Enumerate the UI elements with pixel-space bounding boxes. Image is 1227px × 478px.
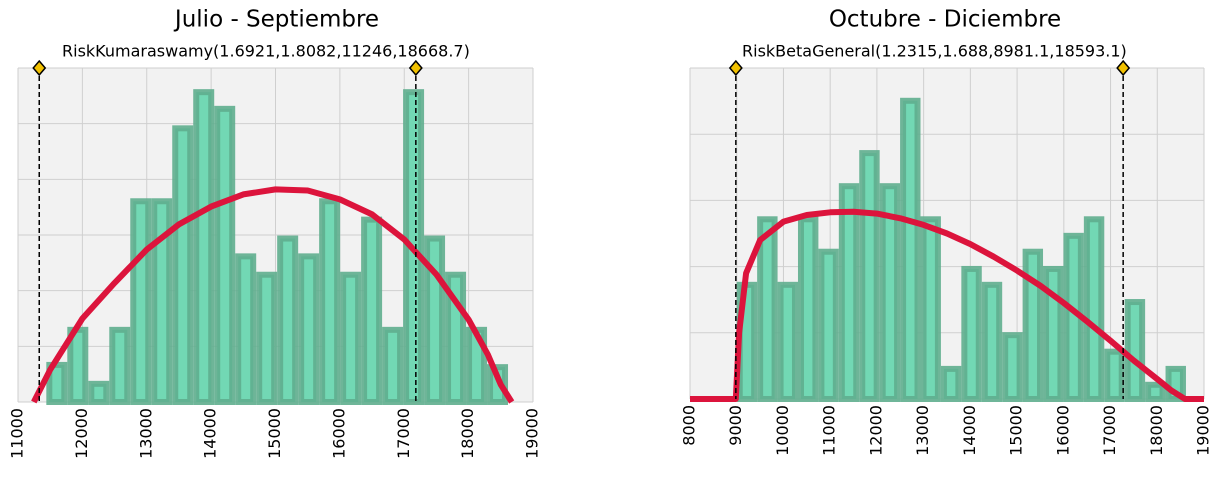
bar xyxy=(1124,299,1146,402)
bar xyxy=(838,183,860,402)
x-tick-label: 14000 xyxy=(201,408,220,459)
bar xyxy=(361,216,383,405)
bar xyxy=(256,271,278,405)
bar xyxy=(172,125,194,405)
bar xyxy=(130,198,152,405)
marker-diamond xyxy=(408,59,423,77)
x-tick-label: 9000 xyxy=(726,405,745,446)
bar xyxy=(277,235,299,405)
x-tick-label: 13000 xyxy=(136,408,155,459)
x-tick-label: 16000 xyxy=(1053,405,1072,456)
marker-diamond xyxy=(32,59,47,77)
bar xyxy=(151,198,173,405)
bar xyxy=(340,271,362,405)
x-tick-label: 14000 xyxy=(960,405,979,456)
bar xyxy=(193,89,215,406)
chart-title: Octubre - Diciembre xyxy=(829,7,1061,33)
marker-diamond xyxy=(1116,59,1131,77)
chart-title: Julio - Septiembre xyxy=(173,7,379,33)
bar xyxy=(46,361,68,406)
x-tick-label: 13000 xyxy=(913,405,932,456)
x-tick-label: 8000 xyxy=(680,405,699,446)
bar xyxy=(859,150,880,402)
bar xyxy=(879,183,901,402)
x-tick-label: 19000 xyxy=(1194,405,1213,456)
bar xyxy=(1104,348,1125,402)
bar xyxy=(382,326,404,406)
bar xyxy=(1022,248,1044,402)
x-tick-label: 16000 xyxy=(329,408,348,459)
x-tick-label: 10000 xyxy=(773,405,792,456)
chart-subtitle: RiskBetaGeneral(1.2315,1.688,8981.1,1859… xyxy=(742,42,1127,61)
bar xyxy=(940,365,962,402)
bar xyxy=(818,248,839,402)
x-tick-label: 12000 xyxy=(72,408,91,459)
bar xyxy=(88,380,110,406)
bar xyxy=(109,326,131,406)
bar xyxy=(1002,332,1023,402)
bar xyxy=(1083,216,1105,402)
bar xyxy=(214,105,236,405)
x-tick-label: 11000 xyxy=(8,408,27,459)
x-tick-label: 19000 xyxy=(523,408,542,459)
bar xyxy=(235,253,257,405)
x-tick-label: 18000 xyxy=(1147,405,1166,456)
bar xyxy=(961,265,982,402)
x-tick-label: 11000 xyxy=(820,405,839,456)
bar xyxy=(920,216,941,402)
bar xyxy=(981,281,1003,402)
x-tick-label: 17000 xyxy=(1100,405,1119,456)
bar xyxy=(67,326,89,406)
x-tick-label: 12000 xyxy=(866,405,885,456)
bar xyxy=(797,216,819,402)
fit-curve xyxy=(690,208,1204,402)
bar xyxy=(319,198,341,405)
bar xyxy=(298,253,320,405)
bar xyxy=(900,97,921,402)
chart-subtitle: RiskKumaraswamy(1.6921,1.8082,11246,1866… xyxy=(62,42,470,61)
x-tick-label: 18000 xyxy=(458,408,477,459)
bar xyxy=(757,216,778,402)
x-tick-label: 17000 xyxy=(394,408,413,459)
marker-diamond xyxy=(728,59,743,77)
x-tick-label: 15000 xyxy=(265,408,284,459)
fit-curve xyxy=(31,186,515,404)
bar xyxy=(777,281,798,402)
x-tick-label: 15000 xyxy=(1007,405,1026,456)
bar xyxy=(1145,381,1166,402)
